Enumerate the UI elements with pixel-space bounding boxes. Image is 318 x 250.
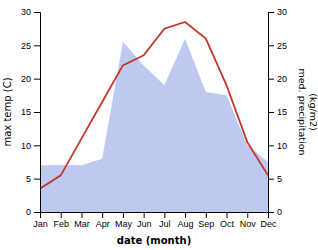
tick-mark [227,212,228,218]
tick-label: Aug [178,219,194,229]
tick: 30 [268,7,287,17]
tick: Jun [137,212,152,229]
y2-axis: 0 5 10 15 20 25 30 [268,7,287,217]
tick-label: 5 [26,174,31,184]
axis-line [34,13,41,213]
tick: Mar [74,212,90,229]
tick-label: Dec [260,219,277,229]
tick-label: 15 [277,107,287,117]
tick-label: Jun [137,219,152,229]
tick: Nov [240,212,257,229]
tick: 0 [268,207,282,217]
tick-label: 20 [21,74,31,84]
tick: 20 [268,74,287,84]
tick-mark [268,212,274,213]
tick-mark [247,212,248,218]
marks [40,22,268,212]
x-axis: Jan Feb Mar Apr May Jun Jul Aug Sep Oct NovDec [33,212,277,229]
y-axis-title: max temp (C) [2,77,13,146]
tick-label: Sep [198,219,214,229]
tick-mark [61,212,62,218]
tick-label: 0 [277,207,282,217]
tick-label: Oct [220,219,235,229]
tick-mark [164,212,165,218]
tick-mark [102,212,103,218]
tick: Jul [159,212,171,229]
tick-label: Jan [33,219,48,229]
line [40,22,268,189]
tick-mark [81,212,82,218]
tick-mark [34,179,40,180]
tick-label: 10 [277,141,287,151]
chart: JanFebMarAprMayJunJulAugSepOctNovDec0510… [0,0,318,250]
y-axis: 0 5 10 15 20 25 30 [21,7,41,217]
tick-label: 25 [21,41,31,51]
tick-mark [268,179,274,180]
tick-mark [206,212,207,218]
tick: 15 [21,107,40,117]
tick-label: 0 [26,207,31,217]
tick-mark [268,12,274,13]
tick: 5 [26,174,40,184]
tick: Apr [96,212,110,229]
tick-label: Nov [240,219,257,229]
axis-line [269,13,275,213]
tick-label: 30 [21,7,31,17]
tick: 5 [268,174,282,184]
tick-label: Jul [159,219,171,229]
tick-label: May [115,219,133,229]
tick-mark [34,112,40,113]
tick-mark [123,212,124,218]
axis-line [41,213,269,219]
tick: Feb [53,212,69,229]
tick-mark [185,212,186,218]
tick: 30 [21,7,40,17]
tick-label: 30 [277,7,287,17]
tick-mark [268,112,274,113]
tick: 20 [21,74,40,84]
tick: 25 [21,41,40,51]
tick: Oct [220,212,235,229]
tick-mark [268,45,274,46]
tick-label: 5 [277,174,282,184]
tick-mark [268,145,274,146]
area [40,39,268,212]
tick-mark [144,212,145,218]
tick-label: Feb [53,219,69,229]
tick: 25 [268,41,287,51]
tick: Sep [198,212,214,229]
tick-label: Apr [96,219,110,229]
x-axis-title: date (month) [117,235,191,246]
tick-mark [34,45,40,46]
tick: May [115,212,133,229]
tick-label: 25 [277,41,287,51]
tick-label: Mar [74,219,90,229]
tick: 10 [268,141,287,151]
y2-axis-title: med. precipitation(kg/m2) [297,68,318,155]
tick: 15 [268,107,287,117]
tick-mark [268,79,274,80]
tick-mark [34,12,40,13]
tick: Dec [260,212,277,229]
tick-mark [34,212,40,213]
tick-label: 20 [277,74,287,84]
tick: 0 [26,207,40,217]
tick: Jan [33,212,48,229]
tick: 10 [21,141,40,151]
tick-label: 15 [21,107,31,117]
tick: Aug [178,212,194,229]
tick-mark [34,145,40,146]
plot: JanFebMarAprMayJunJulAugSepOctNovDec0510… [21,7,287,229]
tick-label: 10 [21,141,31,151]
tick-mark [34,79,40,80]
